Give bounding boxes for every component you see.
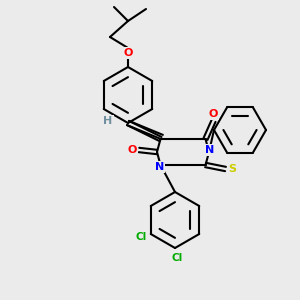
Text: S: S bbox=[229, 164, 236, 174]
Text: Cl: Cl bbox=[171, 253, 183, 263]
Text: O: O bbox=[209, 109, 218, 119]
Text: O: O bbox=[123, 48, 133, 58]
Text: O: O bbox=[127, 145, 137, 155]
Text: H: H bbox=[103, 116, 112, 126]
Text: N: N bbox=[155, 162, 164, 172]
Text: N: N bbox=[206, 145, 214, 155]
Text: Cl: Cl bbox=[135, 232, 146, 242]
